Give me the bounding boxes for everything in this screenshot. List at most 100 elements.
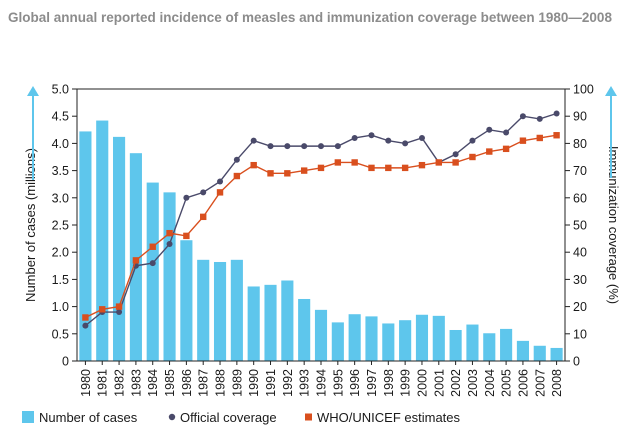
bar-1983 [129,153,142,361]
x-tick-label: 1988 [214,369,228,397]
bar-2005 [500,328,513,361]
official-coverage-point-2007 [536,115,543,122]
official-coverage-point-1985 [166,241,173,248]
official-coverage-point-1995 [334,143,341,150]
x-tick-label: 1997 [365,369,379,397]
x-tick-label: 2002 [449,369,463,397]
bar-1988 [213,261,227,361]
x-tick-label: 1985 [163,369,177,397]
chart-title: Global annual reported incidence of meas… [8,10,612,25]
who-unicef-estimate-point-2001 [435,159,442,166]
who-unicef-estimate-point-1988 [216,189,224,196]
who-unicef-estimate-point-2007 [536,134,543,142]
official-coverage-point-1997 [368,132,375,139]
official-coverage-point-1994 [318,143,324,150]
bar-1998 [382,323,395,361]
y2-tick-label: 30 [573,273,587,287]
legend-label-who: WHO/UNICEF estimates [317,410,461,425]
bar-2000 [415,314,429,361]
bar-1999 [399,320,412,361]
official-coverage-point-2005 [503,129,510,136]
x-tick-label: 2005 [500,369,514,397]
bar-1981 [96,120,109,361]
y-tick-label: 1.5 [52,273,69,287]
who-unicef-estimate-point-2008 [553,132,560,139]
bar-2006 [516,340,529,361]
official-coverage-point-1999 [402,140,409,147]
bar-series [79,120,563,361]
who-unicef-estimate-point-1991 [267,170,274,177]
who-unicef-estimate-point-1994 [317,164,325,172]
official-coverage-point-1992 [284,143,291,150]
y2-axis-title: Immunization coverage (%) [606,146,621,304]
official-coverage-point-2008 [553,110,560,117]
who-unicef-estimate-point-1990 [250,161,257,169]
bar-2002 [449,329,462,361]
who-unicef-estimate-point-1984 [149,243,156,250]
x-tick-label: 1994 [315,369,329,397]
who-unicef-estimate-point-2003 [469,153,476,161]
y2-tick-label: 20 [573,300,587,314]
y-tick-label: 1.0 [52,300,69,314]
x-tick-label: 1981 [96,369,110,397]
bar-2008 [550,347,563,361]
legend-swatch-cases [22,411,34,423]
y-tick-label: 2.5 [52,219,69,233]
legend-label-official: Official coverage [180,410,277,425]
official-coverage-point-1996 [351,134,358,141]
official-coverage-point-1998 [385,137,392,144]
x-tick-label: 2000 [415,369,429,397]
x-tick-label: 1982 [113,369,127,397]
x-tick-label: 1987 [197,369,211,397]
who-unicef-estimate-point-1987 [200,213,207,221]
bar-1989 [230,259,243,361]
y-tick-label: 3.5 [52,164,69,178]
who-unicef-estimate-point-2006 [519,137,527,144]
official-coverage-point-1984 [149,260,156,267]
bar-2004 [483,333,496,361]
who-unicef-estimate-point-1993 [300,167,308,174]
legend: Number of cases Official coverage WHO/UNIC… [22,410,461,425]
y2-tick-label: 90 [573,110,587,124]
x-tick-label: 1995 [331,369,345,397]
x-tick-label: 1998 [382,369,396,397]
official-coverage-point-2006 [519,113,526,120]
x-tick-label: 1989 [230,369,244,397]
y2-tick-label: 80 [573,137,587,151]
bar-2003 [466,324,479,361]
y-axis-title: Number of cases (millions) [23,148,38,302]
x-tick-label: 2003 [466,369,480,397]
who-unicef-estimate-point-2002 [452,159,459,166]
x-tick-label: 1990 [247,369,261,397]
y2-tick-label: 100 [573,83,594,97]
who-unicef-estimate-point-1983 [132,257,140,264]
y-tick-label: 0.5 [52,327,69,341]
who-unicef-estimate-point-1989 [233,172,241,180]
official-coverage-point-1988 [217,178,224,185]
official-coverage-point-1991 [267,143,274,150]
official-coverage-point-1986 [183,194,190,201]
bar-1994 [314,309,328,361]
x-tick-label: 2007 [533,369,547,397]
bar-1984 [146,182,159,361]
bar-2001 [432,315,445,361]
bar-1997 [365,316,378,361]
x-tick-label: 1996 [348,369,362,397]
x-tick-label: 2008 [550,369,564,397]
x-tick-label: 1984 [146,369,160,397]
official-coverage-point-1987 [200,189,207,196]
who-unicef-estimate-point-2004 [486,148,493,155]
who-unicef-estimate-point-2000 [418,161,426,169]
y-tick-label: 4.5 [52,110,69,124]
bar-1980 [79,131,92,361]
official-coverage-point-1980 [82,322,89,329]
official-coverage-point-1982 [116,309,123,316]
y-tick-label: 3.0 [52,191,69,205]
y2-tick-label: 50 [573,219,587,233]
left-arrow-head [27,86,39,96]
who-unicef-estimate-point-1980 [82,314,89,321]
y-tick-label: 5.0 [52,83,69,97]
legend-swatch-official [168,413,176,421]
who-unicef-estimate-point-1981 [99,306,106,313]
